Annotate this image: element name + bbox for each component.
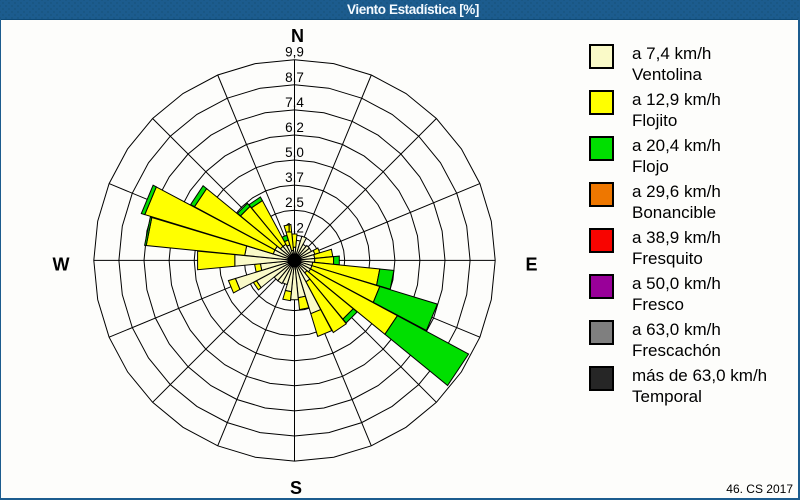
svg-text:2,5: 2,5 <box>285 195 304 210</box>
svg-text:5,0: 5,0 <box>285 145 304 160</box>
svg-text:1,2: 1,2 <box>285 220 304 235</box>
svg-text:S: S <box>290 478 302 498</box>
svg-text:3,7: 3,7 <box>285 170 304 185</box>
svg-text:N: N <box>291 26 304 46</box>
svg-text:9,9: 9,9 <box>285 45 304 60</box>
svg-text:8,7: 8,7 <box>285 70 304 85</box>
svg-text:6,2: 6,2 <box>285 120 304 135</box>
svg-text:W: W <box>53 255 70 275</box>
svg-text:E: E <box>525 255 537 275</box>
svg-text:7,4: 7,4 <box>285 95 304 110</box>
